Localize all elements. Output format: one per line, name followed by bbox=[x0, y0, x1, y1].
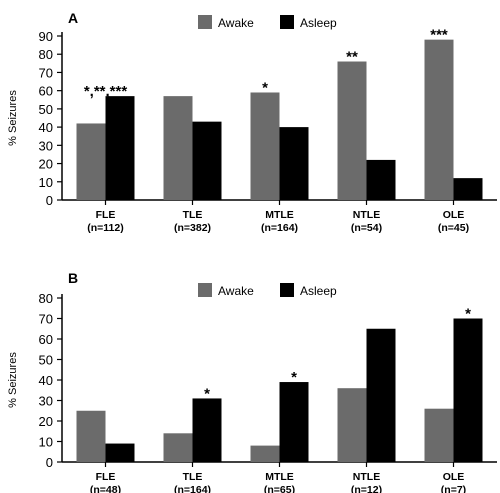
x-tick-label: OLE bbox=[443, 471, 465, 483]
y-tick-label: 20 bbox=[39, 414, 53, 429]
x-tick-count: (n=112) bbox=[87, 222, 123, 234]
y-tick-label: 70 bbox=[39, 65, 53, 80]
y-tick-label: 80 bbox=[39, 291, 53, 306]
y-tick-label: 0 bbox=[46, 455, 53, 470]
x-tick-label: OLE bbox=[443, 209, 465, 221]
significance-marker: * bbox=[465, 306, 471, 323]
bar-awake-ole bbox=[424, 408, 454, 462]
x-tick-label: TLE bbox=[183, 209, 203, 221]
legend-label-awake: Awake bbox=[218, 16, 254, 30]
significance-marker: * bbox=[204, 385, 210, 402]
x-tick-count: (n=12) bbox=[351, 484, 382, 493]
significance-marker: * bbox=[262, 79, 268, 96]
x-tick-label: TLE bbox=[183, 471, 203, 483]
y-tick-label: 50 bbox=[39, 353, 53, 368]
x-tick-count: (n=65) bbox=[264, 484, 295, 493]
panel-label: B bbox=[68, 270, 78, 286]
y-tick-label: 40 bbox=[39, 373, 53, 388]
significance-marker: * bbox=[291, 369, 297, 386]
y-tick-label: 60 bbox=[39, 332, 53, 347]
bar-asleep-fle bbox=[105, 96, 135, 200]
bar-awake-tle bbox=[163, 96, 193, 200]
bar-asleep-ntle bbox=[366, 328, 396, 462]
bar-asleep-ntle bbox=[366, 159, 396, 200]
x-tick-count: (n=164) bbox=[174, 484, 211, 493]
legend-label-awake: Awake bbox=[218, 284, 254, 298]
x-tick-count: (n=45) bbox=[438, 222, 469, 234]
x-tick-label: NTLE bbox=[353, 209, 380, 221]
x-tick-count: (n=54) bbox=[351, 222, 382, 234]
legend-swatch-asleep bbox=[280, 15, 294, 29]
significance-marker: *** bbox=[430, 27, 448, 44]
x-tick-count: (n=48) bbox=[90, 484, 121, 493]
y-tick-label: 30 bbox=[39, 394, 53, 409]
chart-panel-a: A % Seizures 0 10 20 30 40 50 60 70 80 90 FLE(n=112)… bbox=[7, 10, 497, 234]
bar-asleep-ole bbox=[453, 318, 483, 462]
bar-awake-ntle bbox=[337, 61, 367, 201]
y-tick-label: 60 bbox=[39, 84, 53, 99]
y-tick-label: 80 bbox=[39, 47, 53, 62]
x-tick-label: FLE bbox=[96, 471, 116, 483]
bar-awake-fle bbox=[76, 410, 106, 462]
x-tick-label: FLE bbox=[96, 209, 116, 221]
bar-asleep-ole bbox=[453, 178, 483, 200]
y-tick-label: 10 bbox=[39, 435, 53, 450]
legend-swatch-awake bbox=[198, 283, 212, 297]
y-tick-label: 50 bbox=[39, 102, 53, 117]
bar-awake-ntle bbox=[337, 388, 367, 462]
bar-awake-tle bbox=[163, 433, 193, 462]
y-tick-label: 40 bbox=[39, 120, 53, 135]
y-tick-label: 10 bbox=[39, 175, 53, 190]
bar-asleep-tle bbox=[192, 121, 222, 200]
panel-label: A bbox=[68, 10, 78, 26]
significance-marker: *,**,*** bbox=[84, 83, 128, 100]
bar-awake-mtle bbox=[250, 92, 280, 200]
y-tick-label: 70 bbox=[39, 312, 53, 327]
bar-asleep-mtle bbox=[279, 127, 309, 200]
x-tick-label: MTLE bbox=[265, 471, 294, 483]
y-tick-label: 0 bbox=[46, 193, 53, 208]
x-tick-count: (n=7) bbox=[441, 484, 466, 493]
y-axis-label: % Seizures bbox=[7, 90, 19, 146]
bar-asleep-mtle bbox=[279, 382, 309, 462]
legend-swatch-awake bbox=[198, 15, 212, 29]
bar-asleep-fle bbox=[105, 443, 135, 462]
bar-awake-mtle bbox=[250, 445, 280, 462]
legend-label-asleep: Asleep bbox=[300, 16, 337, 30]
y-axis-label: % Seizures bbox=[7, 352, 19, 408]
bar-awake-ole bbox=[424, 39, 454, 201]
legend-swatch-asleep bbox=[280, 283, 294, 297]
x-tick-count: (n=382) bbox=[174, 222, 211, 234]
x-tick-label: MTLE bbox=[265, 209, 294, 221]
x-tick-count: (n=164) bbox=[261, 222, 298, 234]
y-tick-label: 90 bbox=[39, 29, 53, 44]
y-tick-label: 20 bbox=[39, 157, 53, 172]
x-tick-label: NTLE bbox=[353, 471, 380, 483]
chart-panel-b: B % Seizures 0 10 20 30 40 50 60 70 80 FLE(n=48) TLE… bbox=[7, 270, 497, 493]
bar-asleep-tle bbox=[192, 398, 222, 462]
y-tick-label: 30 bbox=[39, 138, 53, 153]
bar-awake-fle bbox=[76, 123, 106, 200]
significance-marker: ** bbox=[346, 49, 358, 66]
legend-label-asleep: Asleep bbox=[300, 284, 337, 298]
